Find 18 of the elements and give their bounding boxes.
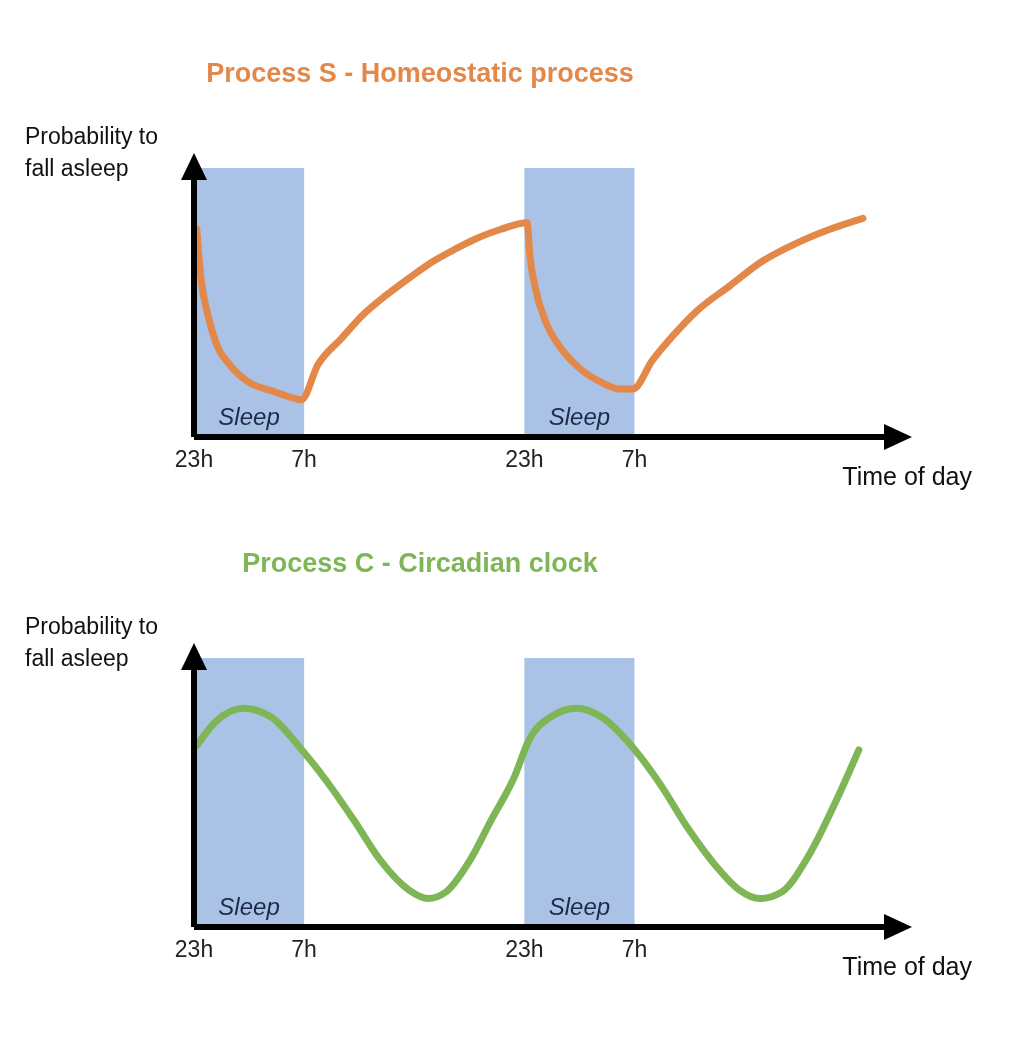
y-axis-title: Probability to fall asleep: [25, 122, 159, 183]
x-tick-label: 7h: [291, 936, 317, 963]
x-tick-label: 7h: [291, 446, 317, 473]
x-tick-label: 7h: [621, 446, 648, 473]
chart-title: Process C - Circadian clock: [241, 548, 599, 579]
x-tick-label: 23h: [174, 936, 214, 963]
y-axis-title: Probability to fall asleep: [25, 612, 159, 673]
band-label: Sleep: [548, 893, 611, 920]
chart-title: Process S - Homeostatic process: [205, 58, 635, 89]
x-tick-label: 23h: [505, 446, 544, 473]
x-tick-label: 23h: [505, 936, 544, 963]
x-tick-label: 7h: [621, 936, 648, 963]
band-label: Sleep: [218, 403, 280, 430]
band-label: Sleep: [218, 893, 280, 920]
x-axis-title: Time of day: [841, 952, 972, 981]
x-tick-label: 23h: [174, 446, 214, 473]
band-label: Sleep: [548, 403, 611, 430]
x-axis-title: Time of day: [841, 462, 972, 491]
